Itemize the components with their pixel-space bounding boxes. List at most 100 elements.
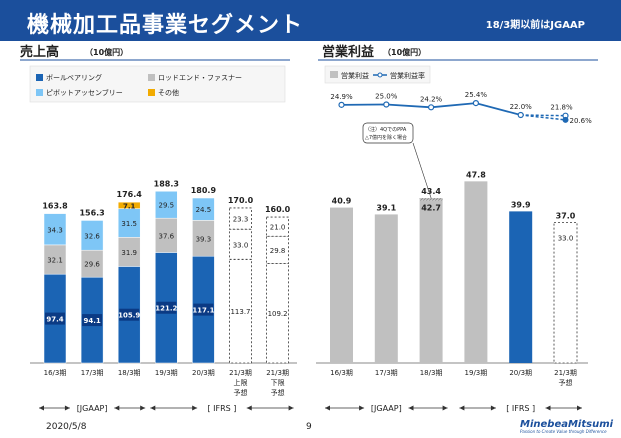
- profit-margin-label: 22.0%: [510, 103, 533, 111]
- profit-era-arrow-1-left-head: [459, 405, 465, 411]
- profit-forecast-inner-value: 33.0: [558, 235, 574, 243]
- sales-segment-value: 29.5: [159, 202, 175, 210]
- sales-title: 売上高: [20, 44, 59, 60]
- sales-segment-value: 94.1: [83, 317, 100, 325]
- sales-bar-segment: [229, 207, 252, 230]
- sales-segment-value: 97.4: [46, 316, 63, 324]
- sales-value-badge: [156, 301, 177, 314]
- sales-segment-value: 105.9: [118, 312, 140, 320]
- profit-margin-label: 24.2%: [420, 95, 443, 103]
- sales-value-badge: [45, 312, 65, 325]
- profit-margin-alt-line: [520, 114, 566, 121]
- sales-era-arrow-1-right-head: [192, 405, 198, 411]
- annotation-box: [362, 122, 414, 144]
- profit-bar: [330, 207, 353, 363]
- profit-bar: [419, 200, 443, 363]
- sales-category-label: 17/3期: [81, 369, 104, 377]
- sales-segment-value: 7.1: [123, 202, 136, 210]
- sales-total-label: 156.3: [79, 208, 104, 217]
- sales-bar-segment: [80, 220, 104, 251]
- profit-value-label: 39.1: [376, 203, 396, 212]
- profit-category-label: 19/3期: [465, 369, 488, 377]
- page-title: 機械加工品事業セグメント: [27, 13, 304, 38]
- sales-legend-label: その他: [158, 88, 179, 97]
- sales-category-label: 16/3期: [44, 369, 67, 377]
- profit-category-label: 17/3期: [375, 369, 398, 377]
- profit-category-label: 20/3期: [509, 369, 532, 377]
- sales-era-arrow-1-left-head: [150, 405, 156, 411]
- profit-era-arrow-0b-right-head: [442, 405, 448, 411]
- sales-chart: 売上高 （10億円） ボールベアリング ロッドエンド・ファスナーピボットアッセンブリー…: [20, 44, 294, 413]
- profit-category-label: 18/3期: [420, 369, 443, 377]
- accounting-note: 18/3期以前はJGAAP: [485, 20, 585, 31]
- sales-total-label: 170.0: [228, 196, 254, 205]
- sales-era-arrow-1b-left-head: [246, 405, 252, 411]
- profit-bar: [553, 221, 578, 364]
- sales-value-badge: [82, 314, 103, 327]
- sales-era-arrow-0-left-head: [39, 405, 44, 411]
- sales-value-badge: [119, 308, 140, 321]
- sales-total-label: 176.4: [117, 190, 143, 199]
- sales-segment-value: 121.2: [155, 305, 177, 313]
- sales-bar-segment: [229, 228, 252, 260]
- sales-bar-segment: [229, 258, 252, 364]
- sales-segment-value: 33.0: [233, 241, 249, 249]
- profit-bar: [464, 181, 488, 363]
- sales-segment-value: 21.0: [270, 224, 286, 232]
- sales-value-badge: [193, 303, 214, 316]
- sales-total-label: 160.0: [265, 205, 291, 214]
- sales-category-label: 19/3期: [155, 369, 178, 377]
- profit-era-arrow-1b-left-head: [545, 405, 551, 411]
- profit-legend-marker: [377, 72, 383, 78]
- sales-era-arrow-0b-left-head: [114, 405, 120, 411]
- operating-profit-chart: 営業利益 （10億円）営業利益 営業利益率40.916/3期39.117/3期42.…: [322, 44, 592, 413]
- sales-category-label: 21/3期: [229, 369, 252, 377]
- sales-category-sublabel: 予想: [234, 388, 248, 397]
- sales-category-label: 20/3期: [192, 369, 215, 377]
- sales-category-sublabel: 下限: [271, 378, 285, 387]
- profit-era-label-0: [JGAAP]: [371, 404, 402, 413]
- sales-bar-segment: [266, 263, 290, 364]
- sales-segment-value: 29.6: [84, 261, 100, 269]
- profit-legend-label: 営業利益: [341, 71, 369, 80]
- profit-value-label: 40.9: [332, 197, 352, 206]
- profit-value-label: 43.4: [421, 187, 441, 196]
- sales-legend-label: ピボットアッセンブリー: [46, 88, 123, 97]
- profit-margin-alt-marker: [562, 116, 569, 123]
- footer-date: 2020/5/8: [46, 422, 87, 432]
- sales-segment-value: 113.7: [230, 308, 250, 316]
- profit-era-arrow-1-right-head: [490, 405, 496, 411]
- sales-total-label: 188.3: [154, 179, 179, 188]
- profit-legend-swatch: [330, 71, 338, 78]
- profit-category-sublabel: 予想: [559, 378, 573, 387]
- sales-legend-swatch: [148, 74, 155, 81]
- sales-era-label-0: [JGAAP]: [77, 404, 108, 413]
- sales-bar-segment: [266, 216, 290, 237]
- sales-category-sublabel: 上限: [234, 378, 248, 387]
- profit-margin-marker: [338, 101, 345, 108]
- sales-legend-swatch: [36, 89, 43, 96]
- logo-brand: MinebeaMitsumi: [520, 419, 614, 430]
- sales-bar-segment: [192, 197, 215, 221]
- profit-margin-marker: [472, 99, 479, 107]
- sales-legend-label: ボールベアリング: [46, 73, 102, 82]
- sales-segment-value: 39.3: [196, 235, 212, 243]
- profit-title: 営業利益: [322, 44, 374, 60]
- profit-value-label: 47.8: [466, 170, 486, 179]
- sales-segment-value: 109.2: [268, 310, 288, 318]
- profit-era-arrow-0-left-head: [325, 405, 330, 411]
- profit-margin-alt-label: 20.6%: [570, 117, 593, 125]
- profit-bar: [374, 214, 398, 363]
- sales-legend-swatch: [36, 74, 43, 81]
- profit-value-label: 39.9: [511, 200, 531, 209]
- sales-segment-value: 32.6: [84, 232, 100, 240]
- profit-bar-hatched: [419, 198, 443, 201]
- profit-margin-label: 25.0%: [375, 93, 398, 101]
- annotation-text-line2: △7億円を除く場合: [365, 134, 407, 141]
- sales-total-label: 163.8: [42, 202, 68, 211]
- sales-legend-box: [29, 65, 286, 103]
- sales-segment-value: 29.8: [270, 247, 286, 255]
- annotation-pointer: [412, 142, 432, 199]
- sales-legend-label: ロッドエンド・ファスナー: [158, 74, 242, 82]
- sales-total-label: 180.9: [191, 186, 217, 195]
